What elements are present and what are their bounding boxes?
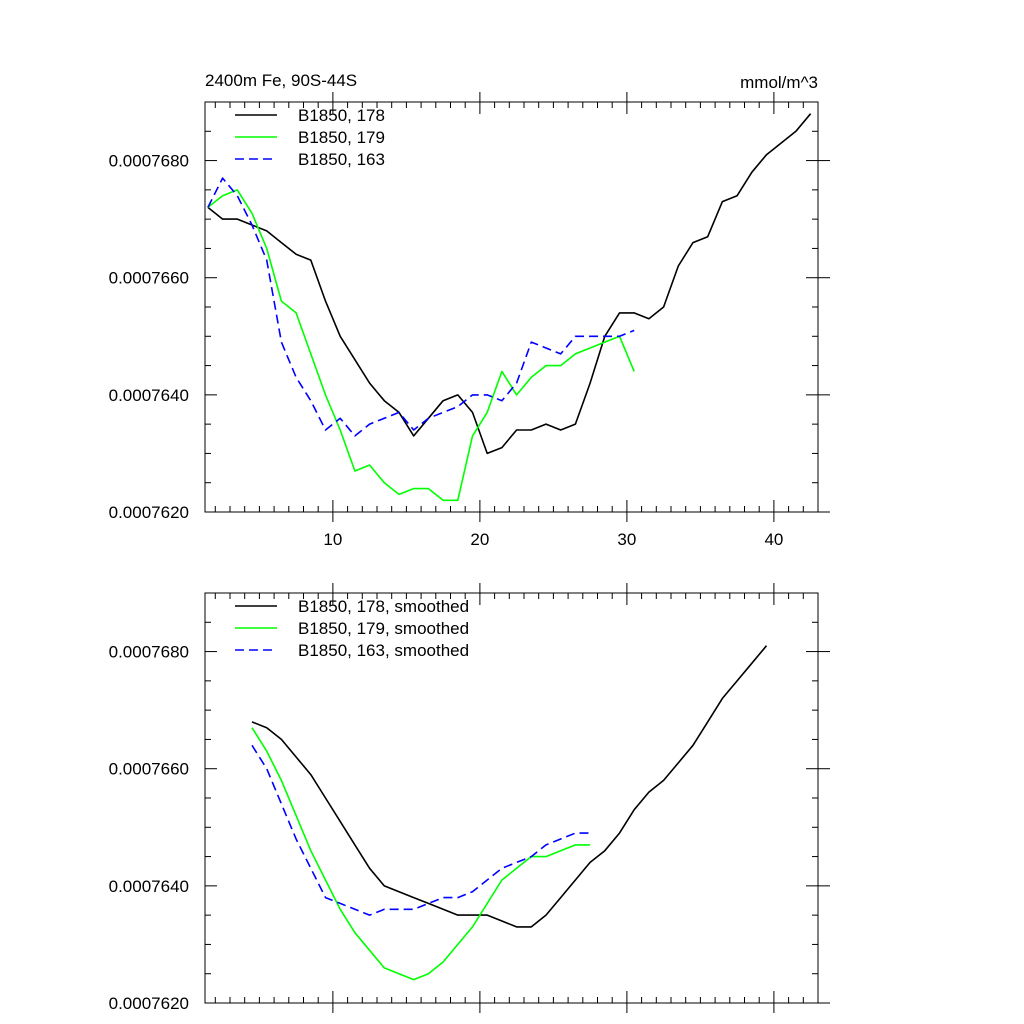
bottom-panel: 0.0007620 0.0007640 0.0007660 0.0007680 B185… [109,583,830,1013]
x-tick-label: 20 [470,530,489,549]
plot-frame [204,101,819,513]
legend-label: B1850, 163, smoothed [298,641,469,660]
top-panel: 2400m Fe, 90S-44S mmol/m^3 10 20 30 40 0.00076… [109,71,830,549]
x-tick-label: 10 [323,530,342,549]
legend-label: B1850, 163 [298,150,385,169]
y-tick-label: 0.0007660 [109,760,189,779]
series-line [251,727,591,981]
y-tick-label: 0.0007640 [109,386,189,405]
series-line [251,744,591,916]
x-tick-label: 30 [617,530,636,549]
series-line [207,189,635,502]
series-line [251,645,768,928]
y-tick-label: 0.0007640 [109,877,189,896]
legend-label: B1850, 178, smoothed [298,597,469,616]
x-tick-label: 40 [764,530,783,549]
legend-label: B1850, 179 [298,128,385,147]
y-tick-label: 0.0007660 [109,269,189,288]
y-tick-label: 0.0007620 [109,994,189,1013]
units-label: mmol/m^3 [740,73,818,92]
plot-frame [204,592,819,1004]
legend-label: B1850, 179, smoothed [298,619,469,638]
series-line [207,113,812,455]
series-line [207,177,635,437]
y-tick-label: 0.0007620 [109,503,189,522]
y-tick-label: 0.0007680 [109,643,189,662]
chart-title: 2400m Fe, 90S-44S [205,71,357,90]
y-tick-label: 0.0007680 [109,152,189,171]
legend-label: B1850, 178 [298,106,385,125]
